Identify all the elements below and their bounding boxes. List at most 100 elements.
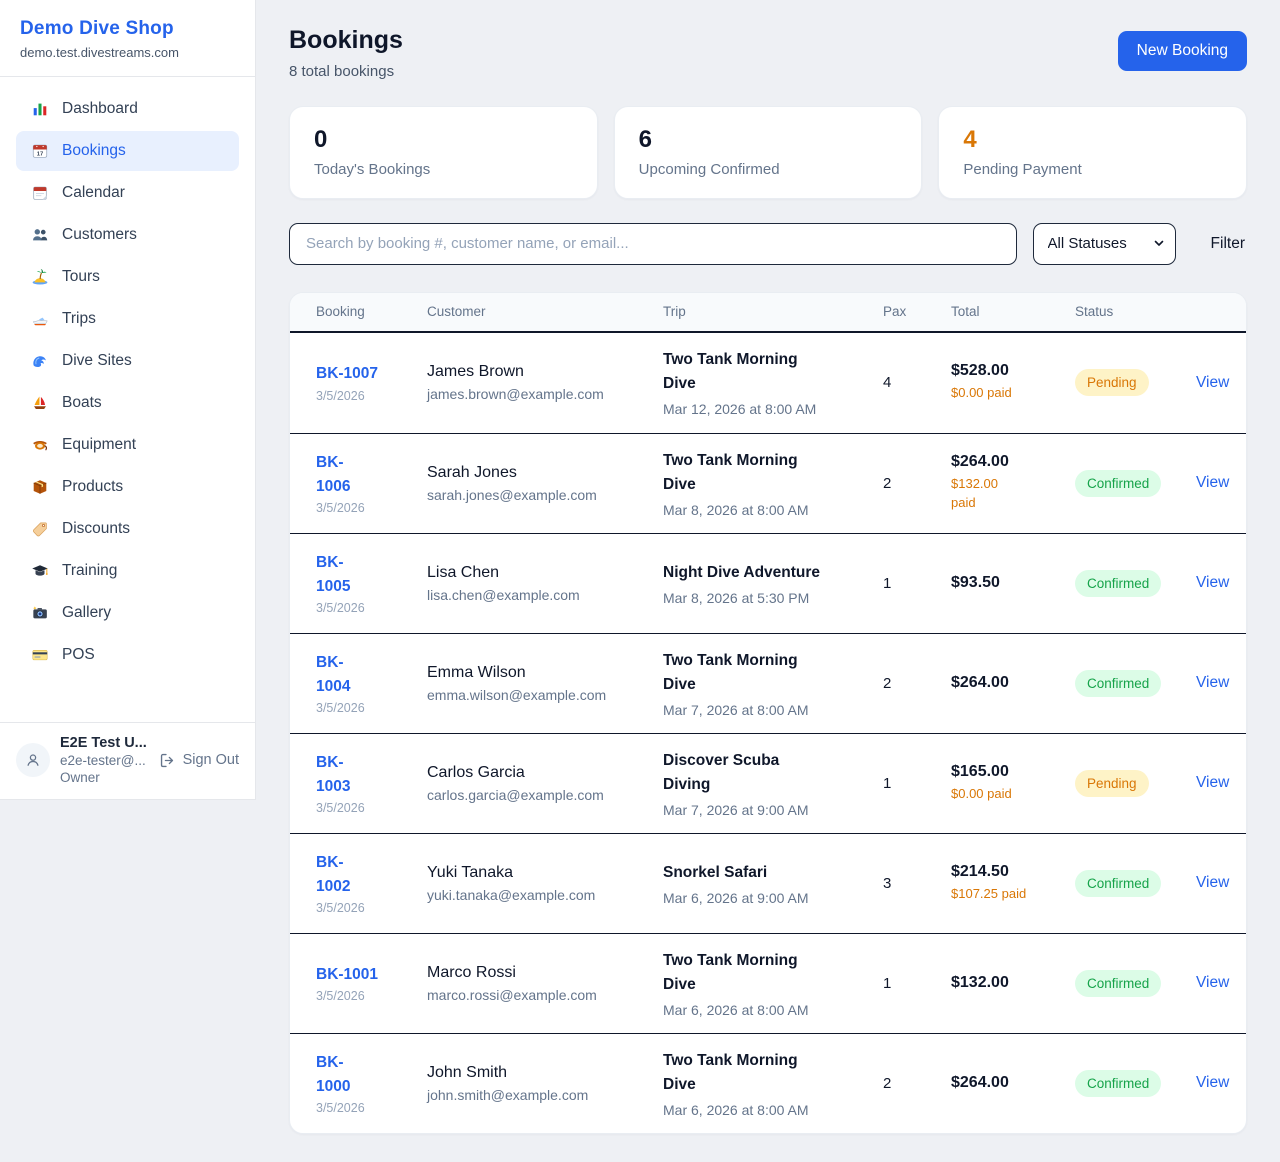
calendar-date-icon: 17 [30, 142, 49, 160]
booking-id-line: BK- [316, 1054, 344, 1072]
svg-text:17: 17 [36, 152, 43, 158]
sidebar-item-label: Gallery [62, 604, 112, 621]
booking-id-line: 1002 [316, 877, 351, 895]
trip-datetime: Mar 8, 2026 at 5:30 PM [663, 589, 810, 606]
status-cell: Confirmed [1075, 456, 1196, 511]
trip-name: Two Tank Morning Dive [663, 949, 871, 997]
view-link[interactable]: View [1196, 974, 1230, 992]
booking-id-line: BK- [316, 454, 344, 472]
customer-cell: Sarah Jones sarah.jones@example.com [427, 450, 663, 517]
view-link[interactable]: View [1196, 373, 1230, 391]
search-input[interactable] [289, 222, 1017, 265]
booking-id-line: BK-1001 [316, 965, 379, 983]
sidebar-item-customers[interactable]: Customers [16, 215, 239, 255]
status-badge: Pending [1075, 369, 1149, 397]
filter-button[interactable]: Filter [1209, 231, 1247, 257]
stat-card-upcoming-confirmed: 6 Upcoming Confirmed [613, 106, 923, 199]
view-link[interactable]: View [1196, 774, 1230, 792]
booking-cell: BK- 1002 3/5/2026 [316, 837, 427, 929]
sidebar-item-trips[interactable]: Trips [16, 299, 239, 339]
trip-cell: Discover Scuba Diving Mar 7, 2026 at 9:00 … [663, 735, 883, 832]
booking-link[interactable]: BK- 1004 [316, 651, 415, 698]
pax-value: 1 [883, 574, 892, 592]
booking-link[interactable]: BK- 1000 [316, 1051, 415, 1098]
sidebar-item-tours[interactable]: Tours [16, 257, 239, 297]
table-row: BK-1001 3/5/2026 Marco Rossi marco.rossi@ex… [290, 932, 1246, 1033]
sidebar-item-calendar[interactable]: Calendar [16, 173, 239, 213]
table-row: BK- 1002 3/5/2026 Yuki Tanaka yuki.tanaka@ex… [290, 832, 1246, 933]
trip-datetime: Mar 6, 2026 at 8:00 AM [663, 1001, 809, 1018]
page-title: Bookings [289, 26, 403, 54]
booking-id-line: BK- [316, 654, 344, 672]
bar-chart-icon [30, 100, 49, 118]
trip-name: Snorkel Safari [663, 861, 871, 885]
sidebar-item-bookings[interactable]: 17 Bookings [16, 131, 239, 171]
page-subtitle: 8 total bookings [289, 63, 395, 80]
actions-cell: View [1196, 760, 1241, 806]
total-cell: $93.50 [951, 560, 1075, 606]
sidebar-item-label: Products [62, 478, 124, 495]
actions-cell: View [1196, 1060, 1241, 1106]
sidebar-item-pos[interactable]: POS [16, 635, 239, 675]
sidebar-item-label: Boats [62, 394, 102, 411]
sidebar-user-section: E2E Test U... e2e-tester@... Owner Sign … [0, 722, 255, 799]
customer-email: yuki.tanaka@example.com [427, 886, 596, 903]
booking-link[interactable]: BK- 1006 [316, 451, 415, 498]
booking-date: 3/5/2026 [316, 388, 365, 403]
trip-cell: Two Tank Morning Dive Mar 8, 2026 at 8:00 … [663, 435, 883, 532]
sidebar-nav: Dashboard 17 Bookings Calendar Customers Tour… [0, 77, 255, 722]
sign-out-button[interactable]: Sign Out [159, 752, 239, 769]
sidebar-item-boats[interactable]: Boats [16, 383, 239, 423]
view-link[interactable]: View [1196, 1074, 1230, 1092]
view-link[interactable]: View [1196, 674, 1230, 692]
page-header: Bookings 8 total bookings New Booking [289, 26, 1247, 80]
view-link[interactable]: View [1196, 874, 1230, 892]
page-title-block: Bookings 8 total bookings [289, 26, 403, 80]
column-header-pax: Pax [883, 304, 907, 320]
booking-date: 3/5/2026 [316, 800, 365, 815]
total-value: $264.00 [951, 674, 1009, 692]
booking-date: 3/5/2026 [316, 989, 365, 1004]
customer-cell: John Smith john.smith@example.com [427, 1050, 663, 1117]
paid-value: $107.25 paid [951, 885, 1063, 904]
booking-id-line: BK- [316, 554, 344, 572]
customer-cell: Carlos Garcia carlos.garcia@example.com [427, 750, 663, 817]
sidebar-item-discounts[interactable]: Discounts [16, 509, 239, 549]
sidebar-item-dashboard[interactable]: Dashboard [16, 89, 239, 129]
trip-name-line: Dive [663, 1075, 696, 1093]
booking-link[interactable]: BK-1001 [316, 963, 415, 986]
status-cell: Pending [1075, 355, 1196, 410]
pax-value: 1 [883, 974, 892, 992]
booking-link[interactable]: BK- 1005 [316, 551, 415, 598]
booking-link[interactable]: BK- 1002 [316, 851, 415, 898]
status-badge: Confirmed [1075, 569, 1162, 597]
new-booking-button[interactable]: New Booking [1117, 31, 1247, 71]
view-link[interactable]: View [1196, 474, 1230, 492]
logout-icon [159, 752, 176, 769]
total-cell: $132.00 [951, 960, 1075, 1006]
trip-name-line: Two Tank Morning [663, 351, 798, 369]
stat-card-today-s-bookings: 0 Today's Bookings [289, 106, 598, 199]
person-icon [24, 751, 42, 769]
status-badge: Pending [1075, 769, 1149, 797]
sidebar-item-gallery[interactable]: Gallery [16, 593, 239, 633]
sidebar-item-products[interactable]: Products [16, 467, 239, 507]
pax-value: 1 [883, 774, 892, 792]
status-filter-select[interactable]: All Statuses [1032, 222, 1176, 265]
trip-datetime: Mar 12, 2026 at 8:00 AM [663, 401, 817, 418]
actions-cell: View [1196, 960, 1241, 1006]
pax-value: 4 [883, 374, 892, 392]
status-cell: Confirmed [1075, 556, 1196, 611]
customer-email: james.brown@example.com [427, 386, 604, 403]
dive-mask-icon [30, 436, 49, 454]
booking-link[interactable]: BK-1007 [316, 362, 415, 385]
sidebar-item-equipment[interactable]: Equipment [16, 425, 239, 465]
sidebar-item-training[interactable]: Training [16, 551, 239, 591]
customer-email: marco.rossi@example.com [427, 986, 597, 1003]
view-link[interactable]: View [1196, 574, 1230, 592]
booking-cell: BK- 1006 3/5/2026 [316, 437, 427, 529]
booking-link[interactable]: BK- 1003 [316, 751, 415, 798]
sidebar-item-dive-sites[interactable]: Dive Sites [16, 341, 239, 381]
status-badge: Confirmed [1075, 669, 1162, 697]
customer-name: Carlos Garcia [427, 763, 525, 781]
